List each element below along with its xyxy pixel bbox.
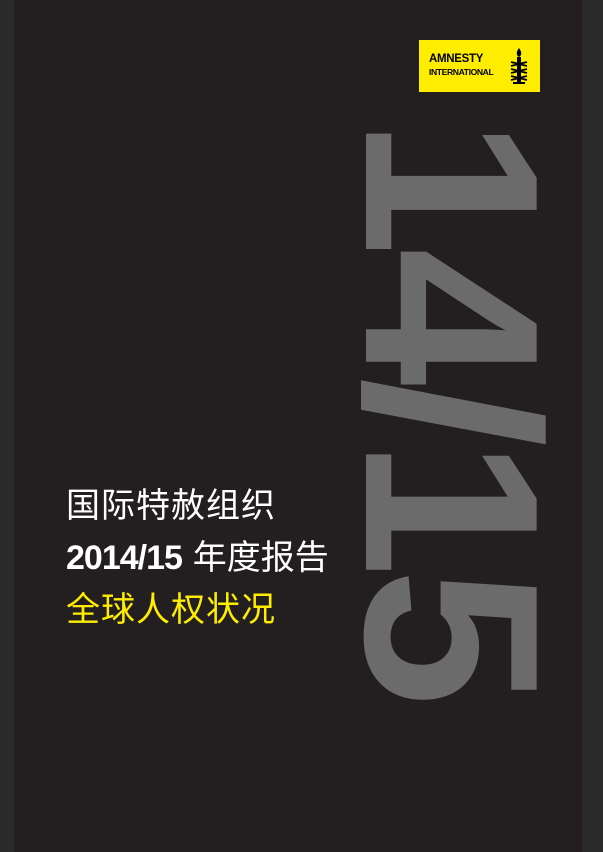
big-year-graphic: 14/15 (314, 118, 582, 808)
report-cover: 14/15 AMNESTY INTERNATIONAL 国际特赦组织 2014/… (14, 0, 582, 852)
title-report: 2014/15 年度报告 (66, 530, 329, 579)
title-organization: 国际特赦组织 (66, 486, 276, 526)
amnesty-logo: AMNESTY INTERNATIONAL (419, 40, 540, 92)
title-report-year: 2014/15 (66, 539, 183, 577)
candle-barbed-wire-icon (510, 48, 528, 84)
title-subtitle: 全球人权状况 (66, 590, 276, 630)
logo-line2: INTERNATIONAL (429, 67, 494, 77)
title-report-text: 年度报告 (192, 538, 329, 578)
logo-line1: AMNESTY (429, 53, 484, 65)
big-year-text: 14/15 (314, 118, 582, 699)
